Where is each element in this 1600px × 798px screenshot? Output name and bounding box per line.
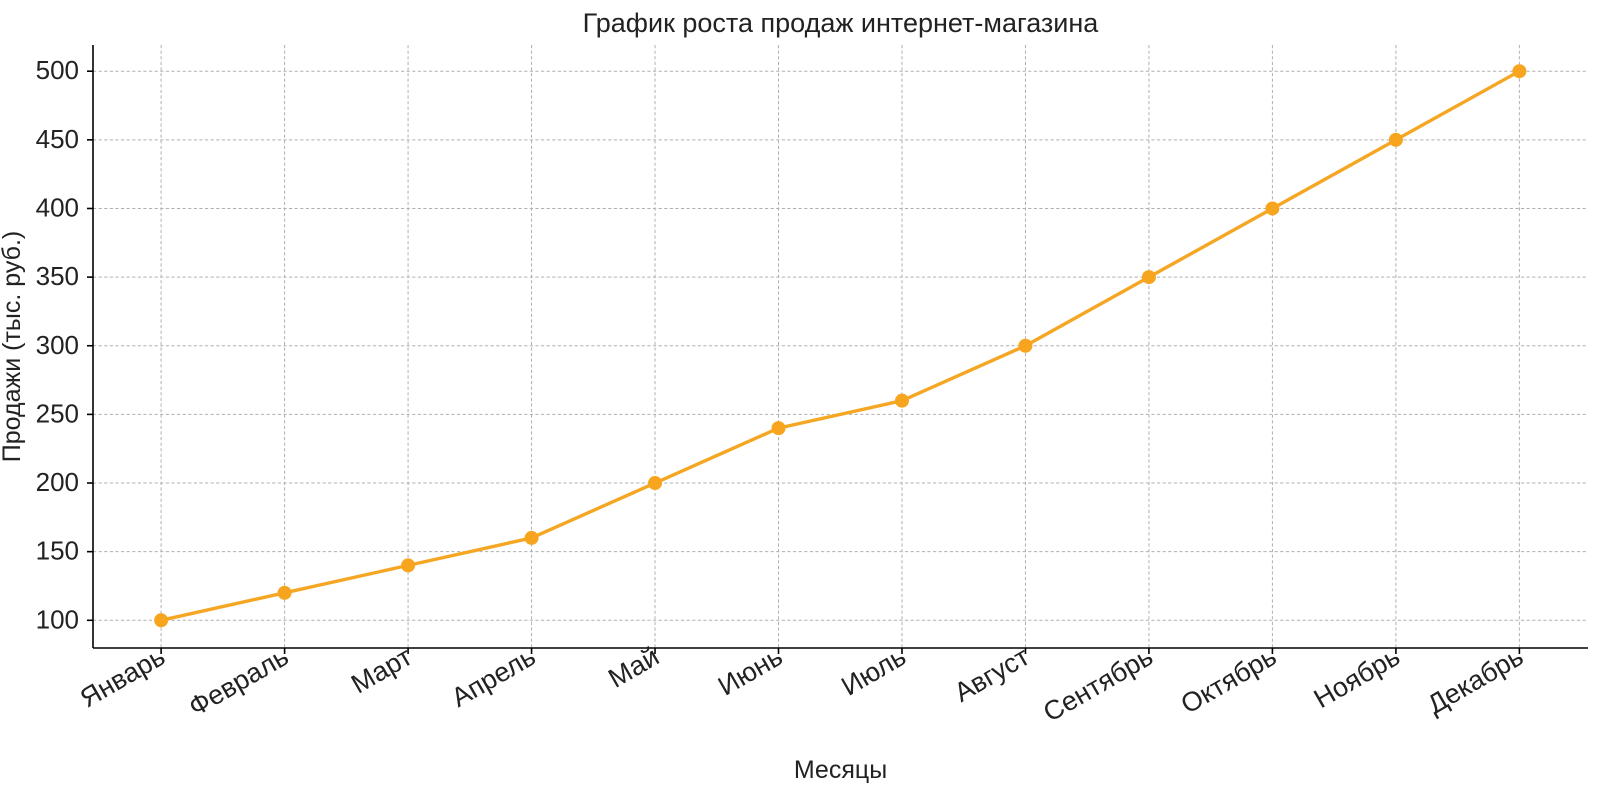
svg-text:100: 100: [36, 604, 79, 634]
svg-text:Февраль: Февраль: [184, 641, 294, 722]
svg-text:300: 300: [36, 330, 79, 360]
svg-text:350: 350: [36, 261, 79, 291]
svg-text:Апрель: Апрель: [446, 641, 540, 713]
svg-text:Июнь: Июнь: [713, 641, 787, 701]
svg-text:Сентябрь: Сентябрь: [1038, 641, 1158, 727]
svg-text:Январь: Январь: [75, 641, 170, 713]
svg-text:450: 450: [36, 124, 79, 154]
svg-text:Месяцы: Месяцы: [794, 756, 887, 784]
svg-text:200: 200: [36, 467, 79, 497]
svg-text:Продажи (тыс. руб.): Продажи (тыс. руб.): [0, 231, 26, 462]
svg-text:150: 150: [36, 536, 79, 566]
svg-text:Июль: Июль: [836, 641, 911, 701]
svg-text:Октябрь: Октябрь: [1176, 641, 1282, 719]
svg-text:Август: Август: [949, 641, 1034, 708]
svg-text:Декабрь: Декабрь: [1422, 641, 1528, 720]
svg-text:400: 400: [36, 192, 79, 222]
svg-text:Март: Март: [346, 641, 417, 699]
svg-text:500: 500: [36, 55, 79, 85]
svg-text:250: 250: [36, 398, 79, 428]
svg-text:Ноябрь: Ноябрь: [1309, 641, 1405, 714]
svg-text:График роста продаж интернет-м: График роста продаж интернет-магазина: [583, 8, 1100, 38]
